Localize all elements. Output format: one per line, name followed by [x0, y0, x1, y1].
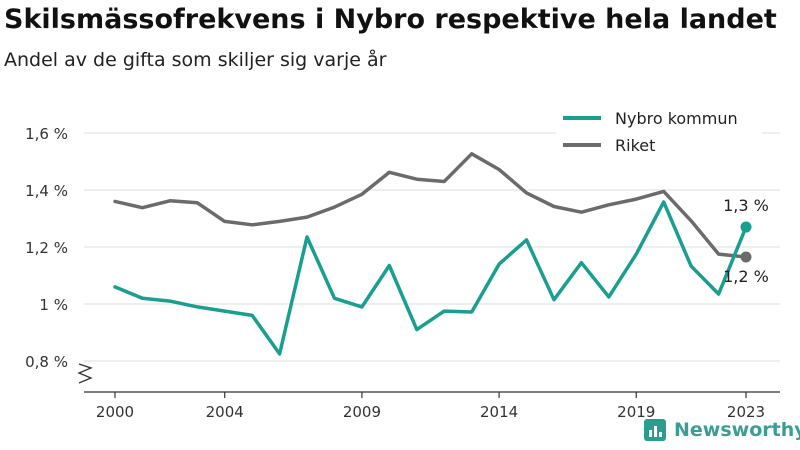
x-tick-label: 2023 — [727, 403, 765, 421]
logo-bar-chart-icon — [644, 419, 666, 441]
x-tick-label: 2009 — [343, 403, 381, 421]
y-tick-label: 1 % — [39, 296, 68, 314]
chart-title: Skilsmässofrekvens i Nybro respektive he… — [4, 4, 777, 35]
legend-box — [556, 103, 762, 165]
end-label-riket: 1,2 % — [723, 267, 769, 286]
legend-label: Riket — [615, 136, 655, 155]
x-tick-label: 2000 — [96, 403, 134, 421]
logo-text: Newsworthy — [674, 419, 800, 441]
chart-subtitle: Andel av de gifta som skiljer sig varje … — [4, 49, 387, 71]
x-tick-label: 2014 — [480, 403, 518, 421]
x-tick-label: 2019 — [617, 403, 655, 421]
end-label-nybro: 1,3 % — [723, 196, 769, 215]
series-line-nybro — [113, 200, 748, 356]
end-point-riket — [740, 251, 752, 263]
series-line-riket — [113, 152, 748, 259]
axis-break-icon — [77, 363, 93, 384]
y-tick-label: 0,8 % — [25, 353, 68, 371]
newsworthy-logo: Newsworthy — [644, 419, 800, 441]
y-tick-label: 1,6 % — [25, 125, 68, 143]
end-point-nybro — [740, 221, 752, 233]
y-tick-label: 1,4 % — [25, 182, 68, 200]
x-tick-label: 2004 — [206, 403, 244, 421]
y-tick-label: 1,2 % — [25, 239, 68, 257]
legend-label: Nybro kommun — [615, 109, 738, 128]
